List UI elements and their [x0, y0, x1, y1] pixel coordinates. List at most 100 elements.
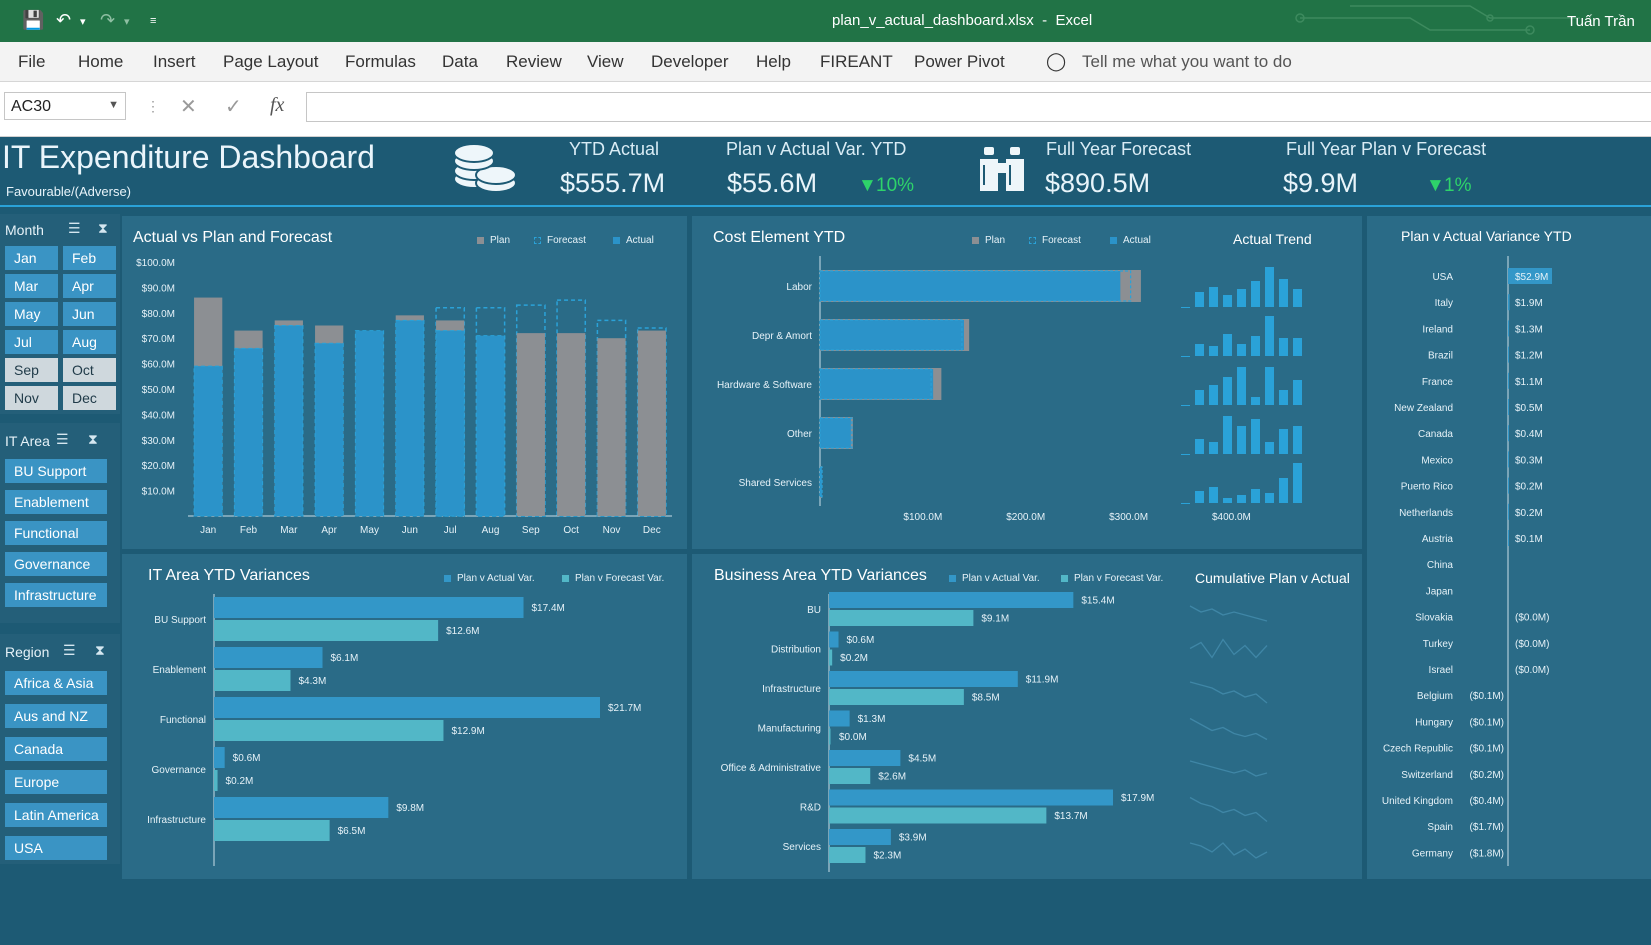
redo-dropdown-icon[interactable]: ▾ — [124, 16, 130, 28]
country-label: Japan — [1426, 586, 1453, 597]
month-jan-button[interactable]: Jan — [5, 246, 58, 270]
x-tick-label: May — [360, 525, 379, 536]
itarea-legend-actual-var: Plan v Actual Var. — [444, 573, 535, 584]
tab-view[interactable]: View — [587, 52, 624, 71]
it-area-functional-button[interactable]: Functional — [5, 521, 107, 545]
tell-me-search[interactable]: Tell me what you want to do — [1082, 52, 1292, 71]
save-icon[interactable]: 💾 — [22, 10, 45, 30]
it-area-slicer: IT Area ☰ ⧗ BU Support Enablement Function… — [0, 423, 120, 623]
region-europe-button[interactable]: Europe — [5, 770, 107, 794]
region-aus-and-nz-button[interactable]: Aus and NZ — [5, 704, 107, 728]
it-area-bu-support-button[interactable]: BU Support — [5, 459, 107, 483]
variance-label: ($0.4M) — [1470, 796, 1504, 807]
trend-bar-r1-m6 — [1251, 281, 1260, 307]
trend-bar-r2-m2 — [1195, 344, 1204, 356]
variance-label: ($0.0M) — [1515, 665, 1549, 676]
country-label: Canada — [1418, 429, 1453, 440]
name-box[interactable]: AC30 ▼ — [4, 92, 126, 120]
tab-formulas[interactable]: Formulas — [345, 52, 416, 71]
insert-function-icon[interactable]: fx — [270, 94, 285, 116]
tab-developer[interactable]: Developer — [651, 52, 729, 71]
category-label: Enablement — [153, 665, 207, 676]
clear-filter-icon[interactable]: ⧗ — [95, 642, 105, 658]
forecast-var-bar-r-d — [829, 807, 1047, 824]
category-label: Office & Administrative — [721, 763, 822, 774]
customize-toolbar-icon[interactable]: ≡ — [150, 15, 157, 27]
redo-icon[interactable]: ↷ — [100, 10, 116, 30]
tab-help[interactable]: Help — [756, 52, 791, 71]
name-box-dropdown-icon[interactable]: ▼ — [108, 99, 119, 111]
category-label: Governance — [152, 765, 207, 776]
clear-filter-icon[interactable]: ⧗ — [98, 220, 108, 236]
more-options-icon[interactable]: ⋮ — [146, 98, 160, 114]
it-area-governance-button[interactable]: Governance — [5, 552, 107, 576]
tab-file[interactable]: File — [18, 52, 46, 71]
region-canada-button[interactable]: Canada — [5, 737, 107, 761]
undo-dropdown-icon[interactable]: ▾ — [80, 16, 86, 28]
region-latin-america-button[interactable]: Latin America — [5, 803, 107, 827]
forecast-bar-aug — [475, 306, 506, 517]
plan-bar-oct — [557, 333, 586, 516]
month-nov-button[interactable]: Nov — [5, 386, 58, 410]
trend-bar-r4-m6 — [1251, 419, 1260, 454]
month-feb-button[interactable]: Feb — [63, 246, 116, 270]
trend-bar-r2-m6 — [1251, 336, 1260, 356]
user-name[interactable]: Tuấn Trần — [1567, 13, 1635, 30]
month-sep-button[interactable]: Sep — [5, 358, 58, 382]
country-label: Brazil — [1428, 351, 1453, 362]
actual-var-swatch — [949, 574, 956, 582]
month-aug-button[interactable]: Aug — [63, 330, 116, 354]
region-usa-button[interactable]: USA — [5, 836, 107, 860]
tab-page-layout[interactable]: Page Layout — [223, 52, 319, 71]
multi-select-icon[interactable]: ☰ — [63, 642, 76, 658]
multi-select-icon[interactable]: ☰ — [68, 220, 81, 236]
forecast-var-bar-distribution — [829, 649, 833, 666]
formula-input[interactable] — [306, 92, 1651, 122]
month-mar-button[interactable]: Mar — [5, 274, 58, 298]
month-oct-button[interactable]: Oct — [63, 358, 116, 382]
undo-icon[interactable]: ↶ — [56, 10, 72, 30]
it-area-enablement-button[interactable]: Enablement — [5, 490, 107, 514]
multi-select-icon[interactable]: ☰ — [56, 431, 69, 447]
month-jun-button[interactable]: Jun — [63, 302, 116, 326]
forecast-var-label: $13.7M — [1054, 811, 1087, 822]
tab-insert[interactable]: Insert — [153, 52, 196, 71]
forecast-var-swatch — [562, 574, 569, 582]
category-label: BU Support — [154, 615, 206, 626]
variance-label: $1.9M — [1515, 298, 1543, 309]
actual-var-bar-office-administrative — [829, 750, 901, 766]
month-apr-button[interactable]: Apr — [63, 274, 116, 298]
forecast-bar-hardware-software — [819, 368, 932, 400]
legend-forecast-var-label: Plan v Forecast Var. — [575, 573, 665, 584]
cumulative-line-7 — [1189, 842, 1268, 859]
category-label: BU — [807, 605, 821, 616]
actual-var-label: $17.9M — [1121, 793, 1154, 804]
month-jul-button[interactable]: Jul — [5, 330, 58, 354]
forecast-bar-jul — [435, 306, 466, 517]
plan-bar-sep — [516, 333, 545, 516]
month-may-button[interactable]: May — [5, 302, 58, 326]
confirm-entry-icon[interactable]: ✓ — [225, 96, 242, 118]
legend-forecast-label: Forecast — [547, 235, 586, 246]
country-label: Austria — [1422, 534, 1454, 545]
variance-label: ($0.1M) — [1470, 691, 1504, 702]
variance-label: $0.2M — [1515, 508, 1543, 519]
region-africa-asia-button[interactable]: Africa & Asia — [5, 671, 107, 695]
variance-label: $0.4M — [1515, 429, 1543, 440]
tab-data[interactable]: Data — [442, 52, 478, 71]
trend-bar-r1-m1 — [1181, 307, 1190, 308]
tab-power-pivot[interactable]: Power Pivot — [914, 52, 1005, 71]
y-tick-label: $10.0M — [142, 487, 175, 498]
cancel-entry-icon[interactable]: ✕ — [180, 96, 197, 118]
tab-fireant[interactable]: FIREANT — [820, 52, 893, 71]
tab-home[interactable]: Home — [78, 52, 124, 71]
month-dec-button[interactable]: Dec — [63, 386, 116, 410]
title-separator: - — [1042, 12, 1048, 29]
variance-label: ($0.2M) — [1470, 770, 1504, 781]
category-label: Hardware & Software — [717, 380, 812, 391]
it-area-infrastructure-button[interactable]: Infrastructure — [5, 583, 107, 607]
tab-review[interactable]: Review — [506, 52, 562, 71]
clear-filter-icon[interactable]: ⧗ — [88, 431, 98, 447]
forecast-var-bar-bu — [829, 610, 974, 626]
trend-bar-r2-m3 — [1209, 346, 1218, 356]
